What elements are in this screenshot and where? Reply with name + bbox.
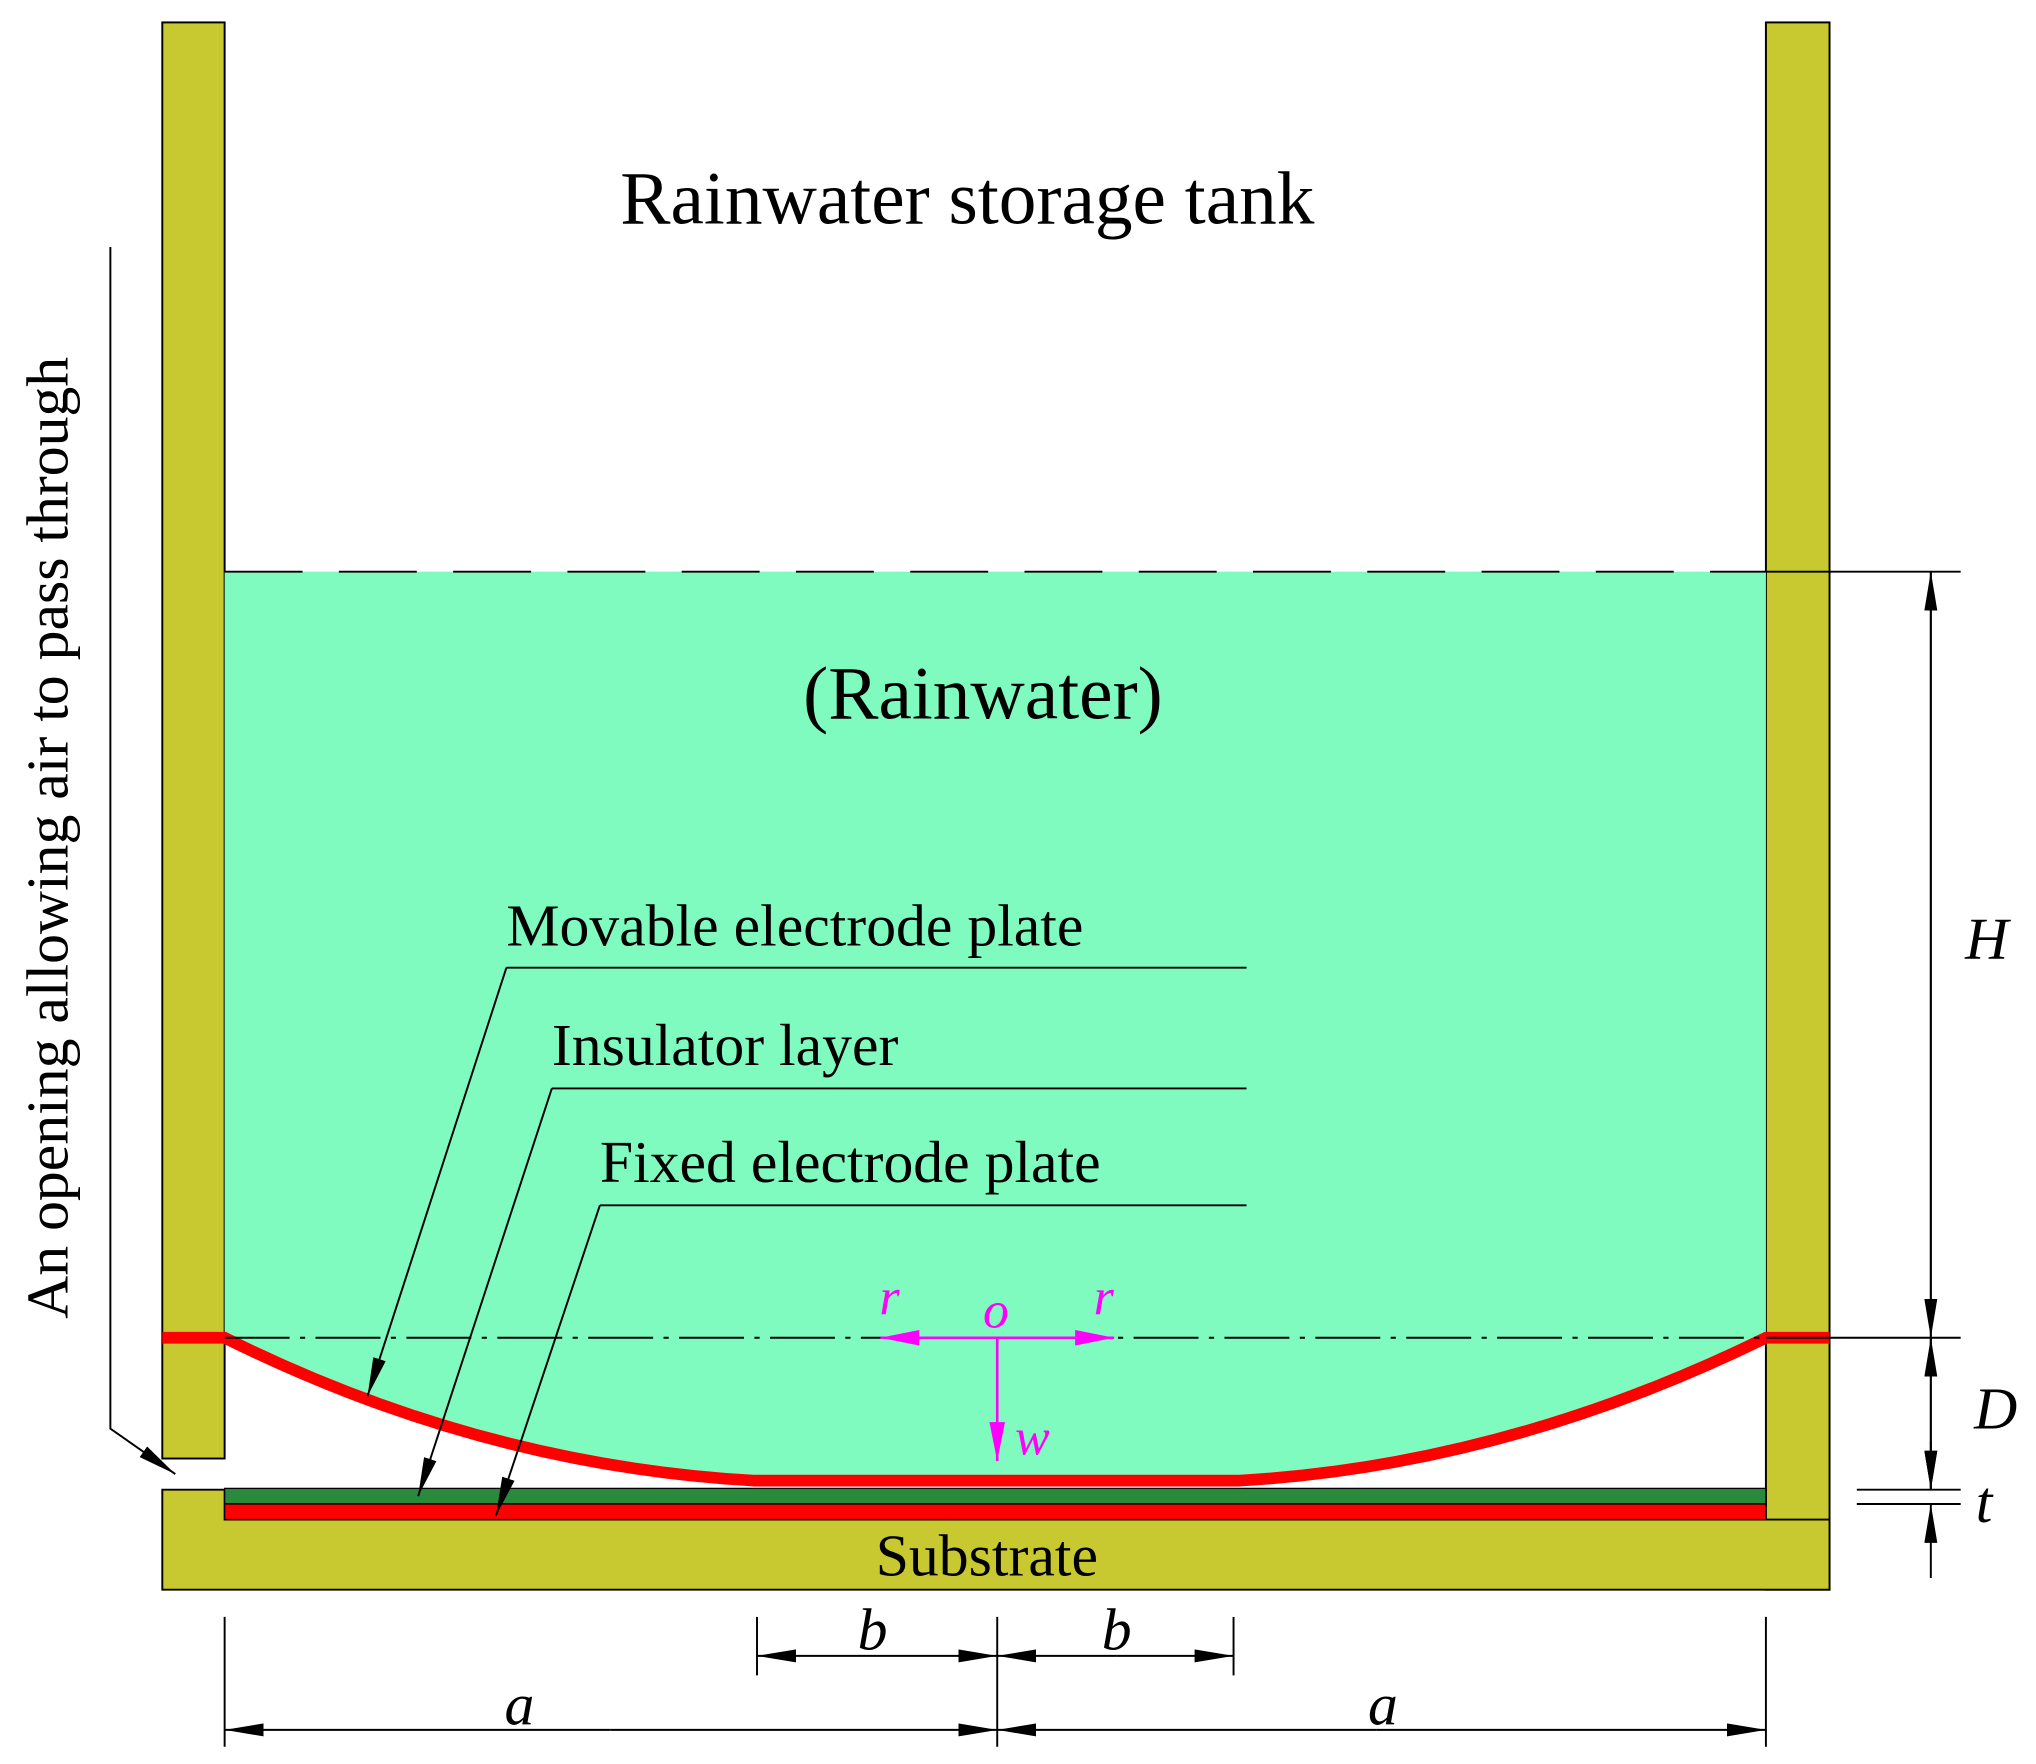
dim-H: H <box>1964 906 2011 972</box>
opening-label: An opening allowing air to pass through <box>15 357 81 1319</box>
water-label: (Rainwater) <box>803 652 1163 735</box>
insulator-layer <box>223 1487 1767 1505</box>
coordinate-axes <box>880 1329 1115 1462</box>
insulator-label: Insulator layer <box>552 1012 899 1078</box>
movable-plate <box>162 1331 1830 1487</box>
dim-t: t <box>1976 1469 1994 1535</box>
substrate-label: Substrate <box>876 1522 1098 1588</box>
title: Rainwater storage tank <box>620 158 1314 241</box>
axis-r: r <box>879 1269 900 1326</box>
fixed-label: Fixed electrode plate <box>600 1129 1101 1195</box>
dim-D: D <box>1973 1376 2017 1442</box>
dim-a: a <box>504 1672 534 1738</box>
axis-r: r <box>1094 1269 1115 1326</box>
dim-b: b <box>1102 1596 1132 1662</box>
water <box>224 571 1766 1481</box>
fixed-plate <box>223 1503 1767 1521</box>
axis-origin: o <box>983 1282 1009 1339</box>
movable-label: Movable electrode plate <box>506 893 1083 959</box>
axis-w: w <box>1015 1410 1050 1467</box>
dim-a: a <box>1368 1672 1398 1738</box>
dim-b: b <box>858 1596 888 1662</box>
reference-lines <box>109 247 1961 1747</box>
